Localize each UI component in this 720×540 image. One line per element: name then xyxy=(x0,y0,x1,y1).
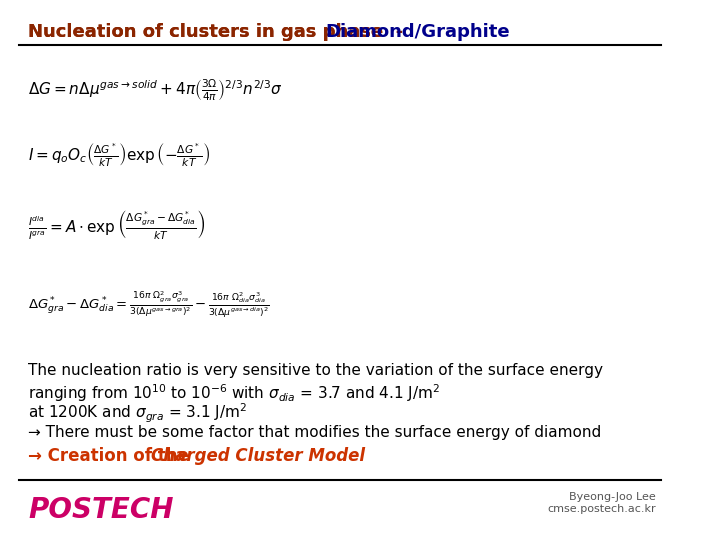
Text: → Creation of the: → Creation of the xyxy=(28,447,195,465)
Text: ranging from $10^{10}$ to $10^{-6}$ with $\sigma_{dia}$ = 3.7 and 4.1 J/m$^2$: ranging from $10^{10}$ to $10^{-6}$ with… xyxy=(28,382,441,404)
Text: POSTECH: POSTECH xyxy=(28,496,174,524)
Text: → There must be some factor that modifies the surface energy of diamond: → There must be some factor that modifie… xyxy=(28,426,602,441)
Text: $\frac{I^{dia}}{I^{gra}} = A \cdot \exp\left(\frac{\Delta G^*_{gra} - \Delta G^*: $\frac{I^{dia}}{I^{gra}} = A \cdot \exp\… xyxy=(28,208,206,242)
Text: Nucleation of clusters in gas phase: Nucleation of clusters in gas phase xyxy=(28,23,384,41)
Text: Diamond/Graphite: Diamond/Graphite xyxy=(325,23,510,41)
Text: Byeong-Joo Lee
cmse.postech.ac.kr: Byeong-Joo Lee cmse.postech.ac.kr xyxy=(547,492,656,514)
Text: Nucleation of clusters in gas phase  -: Nucleation of clusters in gas phase - xyxy=(28,23,416,41)
Text: Charged Cluster Model: Charged Cluster Model xyxy=(150,447,365,465)
Text: $\Delta G = n\Delta\mu^{gas\rightarrow solid} + 4\pi\left(\frac{3\Omega}{4\pi}\r: $\Delta G = n\Delta\mu^{gas\rightarrow s… xyxy=(28,77,283,103)
Text: $I = q_o O_c \left(\frac{\Delta G^*}{kT}\right) \exp\left(-\frac{\Delta G^*}{kT}: $I = q_o O_c \left(\frac{\Delta G^*}{kT}… xyxy=(28,141,210,168)
Text: Nucleation of clusters in gas phase  -: Nucleation of clusters in gas phase - xyxy=(28,23,416,41)
Text: $\Delta G^*_{gra} - \Delta G^*_{dia} = \frac{16\pi\ \Omega^2_{gra}\sigma^3_{gra}: $\Delta G^*_{gra} - \Delta G^*_{dia} = \… xyxy=(28,290,270,320)
Text: at 1200K and $\sigma_{gra}$ = 3.1 J/m$^2$: at 1200K and $\sigma_{gra}$ = 3.1 J/m$^2… xyxy=(28,401,248,424)
Text: The nucleation ratio is very sensitive to the variation of the surface energy: The nucleation ratio is very sensitive t… xyxy=(28,362,603,377)
